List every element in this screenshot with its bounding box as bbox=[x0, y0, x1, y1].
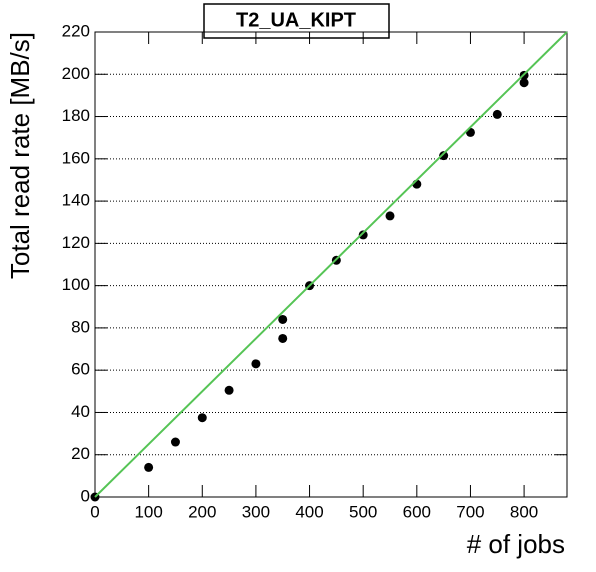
chart-title: T2_UA_KIPT bbox=[236, 9, 356, 31]
plot-frame bbox=[94, 31, 568, 498]
y-tick-label: 40 bbox=[71, 402, 90, 421]
x-tick-label: 600 bbox=[403, 502, 431, 521]
x-tick-label: 100 bbox=[134, 502, 162, 521]
y-tick-label: 60 bbox=[71, 360, 90, 379]
y-tick-label: 180 bbox=[62, 106, 90, 125]
data-point bbox=[385, 211, 395, 221]
data-point bbox=[519, 78, 529, 88]
x-tick-label: 0 bbox=[90, 502, 99, 521]
x-tick-label: 500 bbox=[349, 502, 377, 521]
y-tick-label: 120 bbox=[62, 233, 90, 252]
data-point bbox=[224, 385, 234, 395]
y-tick-label: 0 bbox=[81, 486, 90, 505]
data-point bbox=[358, 230, 368, 240]
x-axis-title: # of jobs bbox=[467, 529, 565, 559]
x-tick-label: 700 bbox=[456, 502, 484, 521]
data-point bbox=[492, 109, 502, 119]
y-tick-label: 80 bbox=[71, 317, 90, 336]
x-tick-label: 300 bbox=[242, 502, 270, 521]
x-tick-label: 200 bbox=[188, 502, 216, 521]
data-point bbox=[439, 151, 449, 161]
y-tick-label: 160 bbox=[62, 148, 90, 167]
data-point bbox=[278, 314, 288, 324]
data-point bbox=[251, 359, 261, 369]
y-tick-label: 200 bbox=[62, 64, 90, 83]
x-tick-label: 800 bbox=[510, 502, 538, 521]
fit-line bbox=[94, 31, 568, 498]
y-tick-label: 100 bbox=[62, 275, 90, 294]
x-tick-label: 400 bbox=[295, 502, 323, 521]
y-tick-label: 140 bbox=[62, 191, 90, 210]
y-tick-label: 20 bbox=[71, 444, 90, 463]
data-point bbox=[278, 333, 288, 343]
data-point bbox=[144, 462, 154, 472]
data-point bbox=[197, 413, 207, 423]
y-tick-label: 220 bbox=[62, 21, 90, 40]
y-axis-title: Total read rate [MB/s] bbox=[5, 32, 35, 279]
data-point bbox=[170, 437, 180, 447]
